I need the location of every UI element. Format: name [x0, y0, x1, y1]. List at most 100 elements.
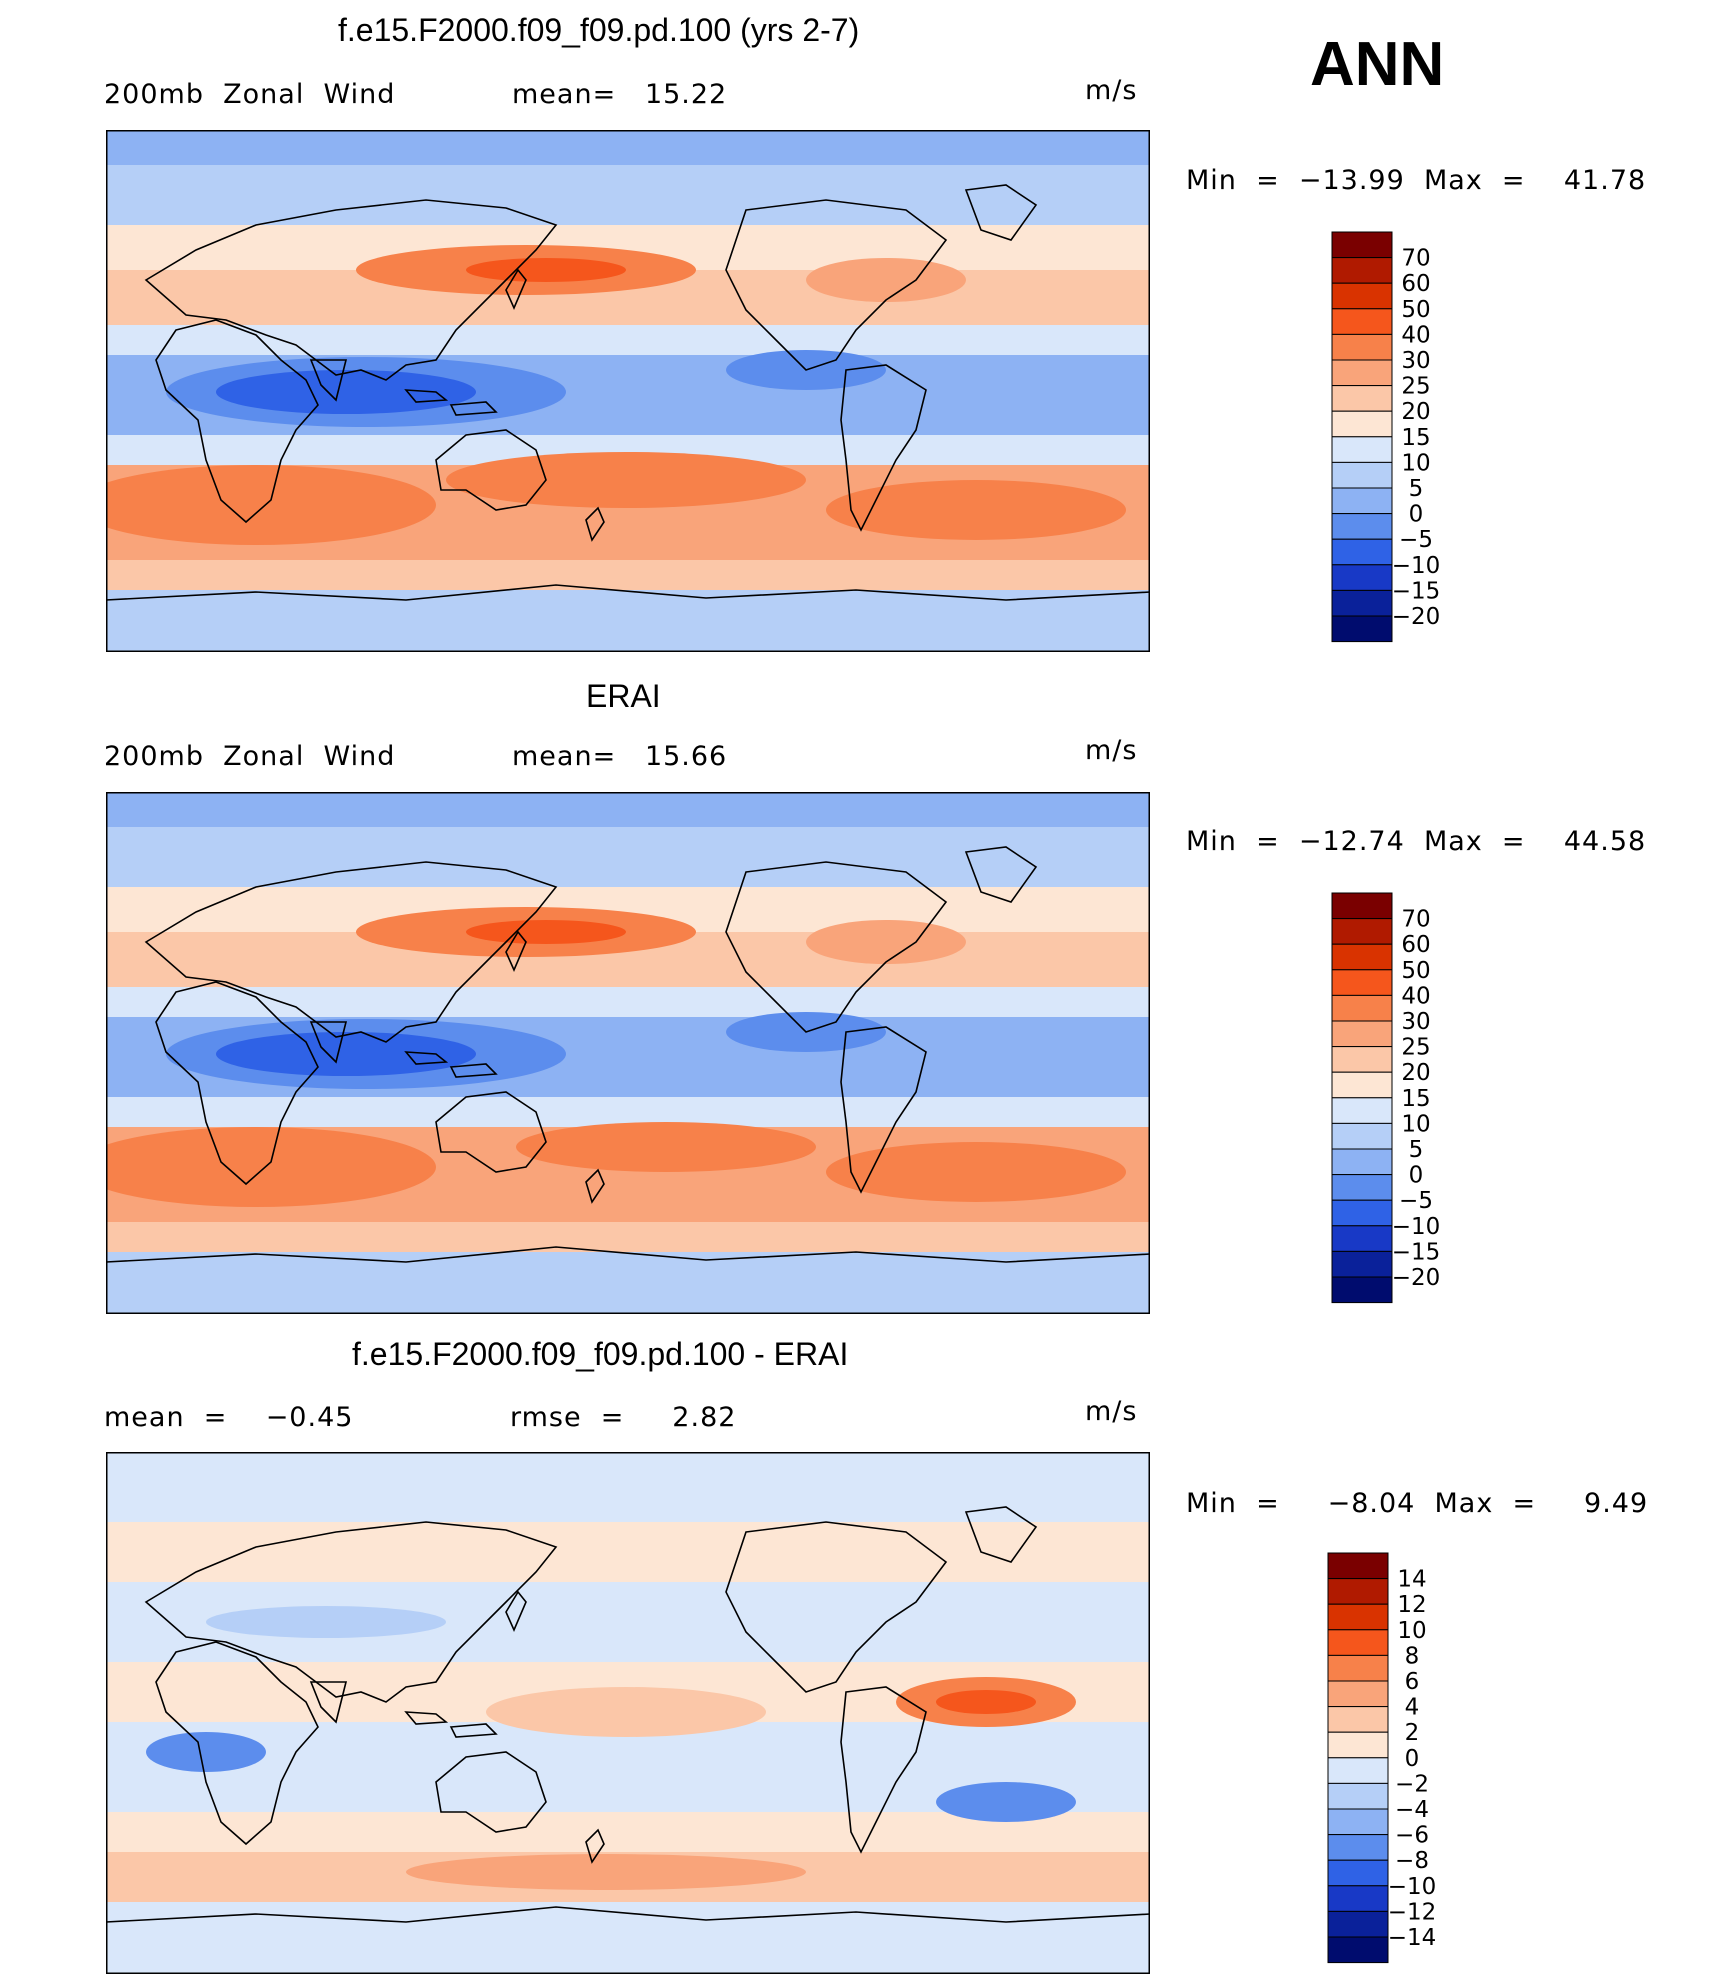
- colorbar-tick-label: −10: [1392, 553, 1441, 579]
- colorbar-swatch: [1331, 308, 1393, 335]
- colorbar-tick-label: −10: [1388, 1874, 1437, 1900]
- colorbar-tick-label: 10: [1397, 1618, 1426, 1644]
- panel-3-units: m/s: [1085, 1396, 1138, 1427]
- colorbar-tick-label: 30: [1401, 1009, 1430, 1035]
- colorbar-tick-label: −6: [1395, 1823, 1429, 1849]
- panel-3-minmax: Min = −8.04 Max = 9.49: [1186, 1488, 1649, 1519]
- colorbar-tick-label: −10: [1392, 1214, 1441, 1240]
- colorbar-swatch: [1327, 1808, 1389, 1836]
- colorbar-tick-label: 40: [1401, 983, 1430, 1009]
- colorbar-swatch: [1327, 1680, 1389, 1708]
- colorbar-swatch: [1327, 1629, 1389, 1656]
- colorbar-swatch: [1327, 1757, 1389, 1784]
- panel-1-variable-label: 200mb Zonal Wind: [104, 79, 396, 110]
- colorbar-tick-label: 60: [1401, 271, 1430, 297]
- colorbar-tick-label: 70: [1401, 907, 1430, 933]
- colorbar-swatch: [1331, 918, 1393, 945]
- colorbar-tick-label: 0: [1409, 502, 1424, 528]
- colorbar-swatch: [1331, 1148, 1393, 1176]
- colorbar-swatch: [1327, 1859, 1389, 1887]
- colorbar-swatch: [1327, 1936, 1389, 1964]
- panel-3-map: [106, 1452, 1150, 1974]
- panel-3-title: f.e15.F2000.f09_f09.pd.100 - ERAI: [352, 1336, 849, 1372]
- colorbar-tick-label: 20: [1401, 1060, 1430, 1086]
- colorbar-tick-label: 10: [1401, 450, 1430, 476]
- colorbar-tick-label: −12: [1388, 1899, 1437, 1925]
- colorbar-swatch: [1331, 257, 1393, 284]
- colorbar-swatch: [1331, 359, 1393, 387]
- colorbar-swatch: [1327, 1578, 1389, 1605]
- colorbar-tick-label: −20: [1392, 604, 1441, 630]
- panel-3-mean: mean = −0.45: [104, 1402, 354, 1433]
- colorbar-tick-label: 5: [1409, 476, 1424, 502]
- colorbar-tick-label: 14: [1397, 1567, 1426, 1593]
- colorbar-swatch: [1331, 1020, 1393, 1048]
- colorbar-swatch: [1331, 1199, 1393, 1227]
- colorbar-swatch: [1331, 487, 1393, 515]
- colorbar-tick-label: 6: [1405, 1669, 1420, 1695]
- colorbar-tick-label: 40: [1401, 322, 1430, 348]
- colorbar-swatch: [1331, 282, 1393, 310]
- colorbar-swatch: [1327, 1706, 1389, 1733]
- colorbar-tick-label: −15: [1392, 1239, 1441, 1265]
- colorbar-swatch: [1331, 513, 1393, 540]
- colorbar-tick-label: 25: [1401, 374, 1430, 400]
- colorbar-swatch: [1331, 1097, 1393, 1124]
- colorbar-swatch: [1327, 1654, 1389, 1682]
- colorbar-swatch: [1331, 1071, 1393, 1099]
- panel-2-title: ERAI: [586, 678, 661, 714]
- colorbar-swatch: [1331, 333, 1393, 361]
- colorbar-swatch: [1331, 385, 1393, 412]
- colorbar-tick-label: −5: [1399, 527, 1433, 553]
- colorbar-swatch: [1327, 1885, 1389, 1912]
- colorbar-swatch: [1331, 994, 1393, 1022]
- colorbar-swatch: [1331, 1250, 1393, 1278]
- colorbar-swatch: [1331, 1174, 1393, 1201]
- colorbar-tick-label: 4: [1405, 1695, 1420, 1721]
- colorbar-swatch: [1331, 943, 1393, 971]
- panel-1-units: m/s: [1085, 75, 1138, 106]
- panel-1-mean: mean= 15.22: [512, 79, 728, 110]
- panel-2-units: m/s: [1085, 735, 1138, 766]
- colorbar-swatch: [1327, 1834, 1389, 1861]
- colorbar-swatch: [1331, 892, 1393, 920]
- colorbar-swatch: [1331, 969, 1393, 996]
- colorbar-tick-label: 10: [1401, 1111, 1430, 1137]
- colorbar-tick-label: −8: [1395, 1848, 1429, 1874]
- colorbar-tick-label: 5: [1409, 1137, 1424, 1163]
- colorbar-tick-label: −14: [1388, 1925, 1437, 1951]
- colorbar-swatch: [1331, 1225, 1393, 1252]
- panel-1-title: f.e15.F2000.f09_f09.pd.100 (yrs 2-7): [338, 12, 860, 48]
- colorbar-tick-label: 30: [1401, 348, 1430, 374]
- colorbar-swatch: [1327, 1782, 1389, 1810]
- colorbar-swatch: [1331, 538, 1393, 566]
- colorbar-tick-label: 8: [1405, 1643, 1420, 1669]
- colorbar-tick-label: −15: [1392, 578, 1441, 604]
- colorbar-swatch: [1331, 1276, 1393, 1304]
- colorbar-tick-label: 60: [1401, 932, 1430, 958]
- colorbar-swatch: [1331, 564, 1393, 591]
- colorbar-tick-label: 12: [1397, 1592, 1426, 1618]
- colorbar-tick-label: 70: [1401, 246, 1430, 272]
- panel-2-map: [106, 792, 1150, 1314]
- colorbar-tick-label: −2: [1395, 1771, 1429, 1797]
- colorbar-tick-label: 20: [1401, 399, 1430, 425]
- colorbar-swatch: [1327, 1731, 1389, 1759]
- colorbar-tick-label: −4: [1395, 1797, 1429, 1823]
- colorbar-swatch: [1331, 461, 1393, 489]
- panel-2-minmax: Min = −12.74 Max = 44.58: [1186, 826, 1647, 857]
- colorbar-tick-label: 0: [1405, 1746, 1420, 1772]
- panel-2-variable-label: 200mb Zonal Wind: [104, 741, 396, 772]
- colorbar-swatch: [1331, 1122, 1393, 1150]
- colorbar-tick-label: −20: [1392, 1265, 1441, 1291]
- colorbar-swatch: [1331, 589, 1393, 617]
- colorbar-tick-label: 50: [1401, 958, 1430, 984]
- colorbar-tick-label: 50: [1401, 297, 1430, 323]
- colorbar-swatch: [1331, 1046, 1393, 1073]
- colorbar-swatch: [1327, 1552, 1389, 1580]
- colorbar-tick-label: 15: [1401, 1086, 1430, 1112]
- colorbar-swatch: [1331, 615, 1393, 643]
- panel-2-mean: mean= 15.66: [512, 741, 728, 772]
- colorbar-swatch: [1327, 1603, 1389, 1631]
